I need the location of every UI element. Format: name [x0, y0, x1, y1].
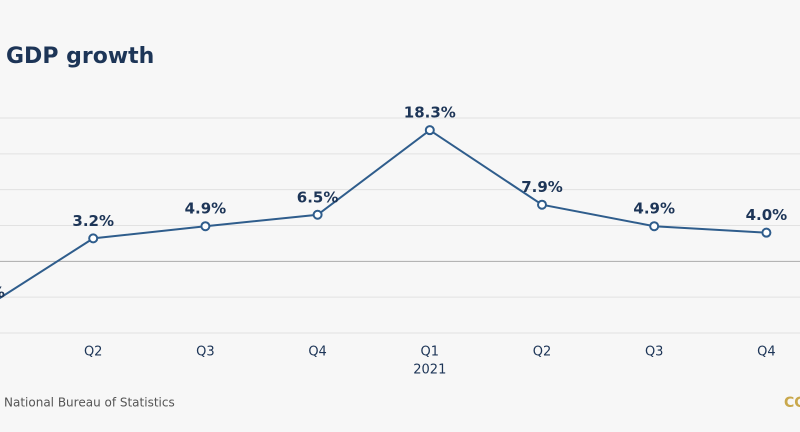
- data-label: 4.9%: [185, 200, 227, 218]
- point: [88, 233, 99, 244]
- point: [200, 221, 211, 232]
- x-tick-label: Q1: [421, 345, 440, 360]
- point: [537, 199, 547, 210]
- logo: CG: [784, 395, 800, 411]
- x-tick-label: Q2: [533, 345, 552, 360]
- point: [761, 227, 772, 238]
- point: [649, 221, 660, 232]
- x-tick-label: Q3: [645, 345, 664, 360]
- data-label: -6.8%: [0, 284, 5, 302]
- x-group-label: 2021: [413, 363, 446, 378]
- x-tick-label: Q2: [84, 345, 103, 360]
- x-tick-label: Q3: [196, 345, 215, 360]
- data-label: 4.0%: [746, 206, 788, 224]
- chart-title: GDP growth: [6, 44, 154, 69]
- data-label: 6.5%: [297, 188, 339, 206]
- data-label: 7.9%: [521, 178, 563, 196]
- line: [0, 128, 767, 300]
- data-label: 3.2%: [72, 212, 114, 230]
- source: National Bureau of Statistics: [4, 396, 175, 410]
- point: [312, 209, 323, 220]
- point: [424, 125, 435, 136]
- data-label: 4.9%: [633, 200, 675, 218]
- data-label: 18.3%: [404, 104, 456, 122]
- x-tick-label: Q4: [757, 345, 776, 360]
- x-tick-label: Q4: [308, 345, 327, 360]
